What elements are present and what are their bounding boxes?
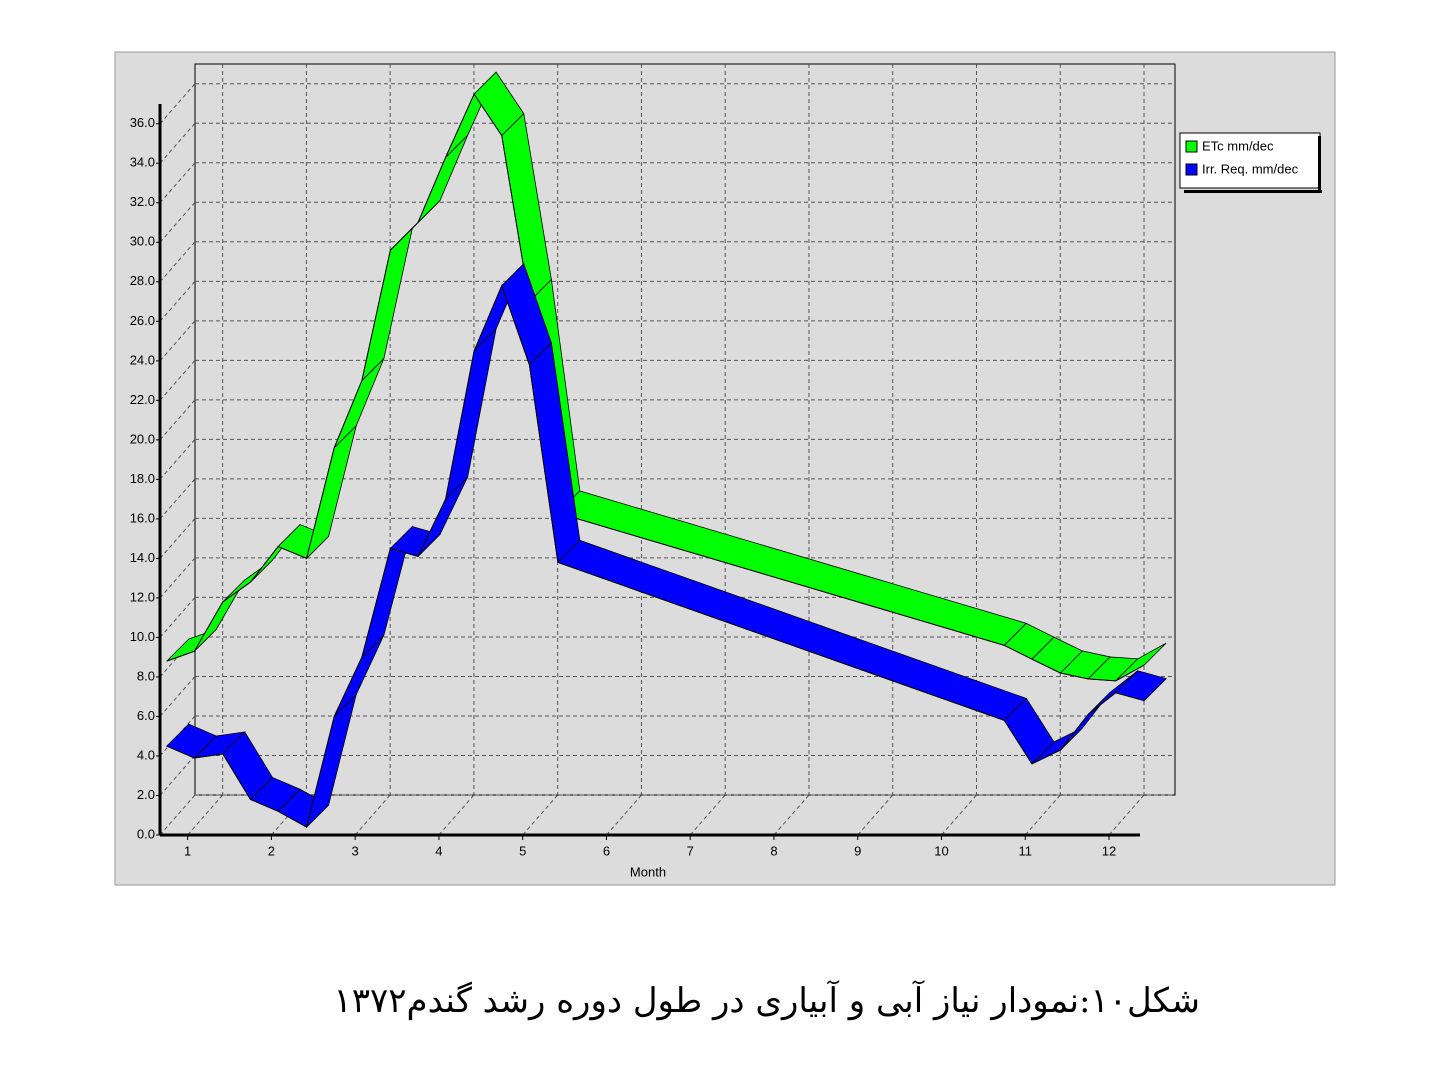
grid-line [773, 794, 810, 836]
y-tick-label: 32.0 [130, 194, 155, 209]
y-tick-label: 10.0 [130, 629, 155, 644]
grid-line [159, 715, 196, 757]
legend-box [1179, 132, 1321, 189]
grid-line [159, 320, 196, 362]
legend-swatch [1185, 163, 1198, 176]
y-tick-label: 20.0 [130, 431, 155, 446]
y-tick-label: 16.0 [130, 510, 155, 525]
grid-line [159, 399, 196, 441]
grid-line [1108, 794, 1145, 836]
x-tick-label: 2 [268, 843, 275, 858]
series-line [166, 284, 1145, 828]
y-tick-label: 0.0 [137, 826, 155, 841]
y-tick-label: 28.0 [130, 273, 155, 288]
grid-line [159, 201, 196, 243]
grid-line [941, 794, 977, 836]
legend-shadow [1318, 136, 1321, 192]
x-tick-label: 12 [1102, 843, 1116, 858]
legend-shadow [1184, 190, 1322, 193]
y-tick-label: 2.0 [137, 787, 155, 802]
grid-line [606, 794, 642, 836]
x-tick-label: 4 [435, 843, 442, 858]
grid-line [522, 794, 559, 836]
x-tick-label: 11 [1018, 843, 1032, 858]
grid-line [159, 83, 196, 125]
series-line [166, 93, 1145, 682]
caption: شکل۱۰:نمودار نیاز آبی و آبیاری در طول دو… [333, 980, 1200, 1021]
grid-line [689, 794, 726, 836]
x-tick-label: 8 [770, 843, 777, 858]
y-tick-label: 36.0 [130, 115, 155, 130]
y-tick-label: 30.0 [130, 234, 155, 249]
grid-line [438, 794, 475, 836]
grid-line [187, 794, 224, 836]
y-tick-label: 8.0 [137, 668, 155, 683]
x-tick-label: 7 [687, 843, 694, 858]
y-tick-label: 26.0 [130, 313, 155, 328]
legend-swatch [1185, 140, 1198, 153]
x-tick-label: 6 [603, 843, 610, 858]
x-tick-label: 1 [184, 843, 191, 858]
grid-line [159, 439, 196, 480]
y-tick-label: 24.0 [130, 352, 155, 367]
grid-line [159, 162, 196, 204]
y-tick-label: 12.0 [130, 589, 155, 604]
grid-line [1024, 794, 1061, 836]
grid-line [159, 794, 196, 836]
grid-line [159, 557, 196, 599]
y-tick-label: 34.0 [130, 155, 155, 170]
x-axis-label: Month [630, 864, 666, 879]
x-tick-label: 5 [519, 843, 526, 858]
grid-line [354, 794, 391, 836]
y-tick-label: 6.0 [137, 708, 155, 723]
grid-line [159, 478, 196, 520]
y-tick-label: 22.0 [130, 392, 155, 407]
legend: ETc mm/dec Irr. Req. mm/dec [1179, 132, 1322, 193]
grid-line [159, 755, 196, 796]
legend-label: Irr. Req. mm/dec [1202, 161, 1299, 176]
x-tick-label: 9 [854, 843, 861, 858]
grid-line [159, 280, 196, 322]
grid-line [159, 241, 196, 283]
y-tick-label: 4.0 [137, 747, 155, 762]
x-tick-label: 3 [352, 843, 359, 858]
grid-line [159, 518, 196, 559]
y-tick-label: 14.0 [130, 550, 155, 565]
grid-line [159, 676, 196, 717]
y-tick-label: 18.0 [130, 471, 155, 486]
grid-line [159, 122, 196, 164]
x-tick-label: 10 [934, 843, 948, 858]
grid-line [159, 597, 196, 638]
grid-line [159, 360, 196, 401]
grid-line [857, 794, 894, 836]
legend-label: ETc mm/dec [1202, 138, 1274, 153]
